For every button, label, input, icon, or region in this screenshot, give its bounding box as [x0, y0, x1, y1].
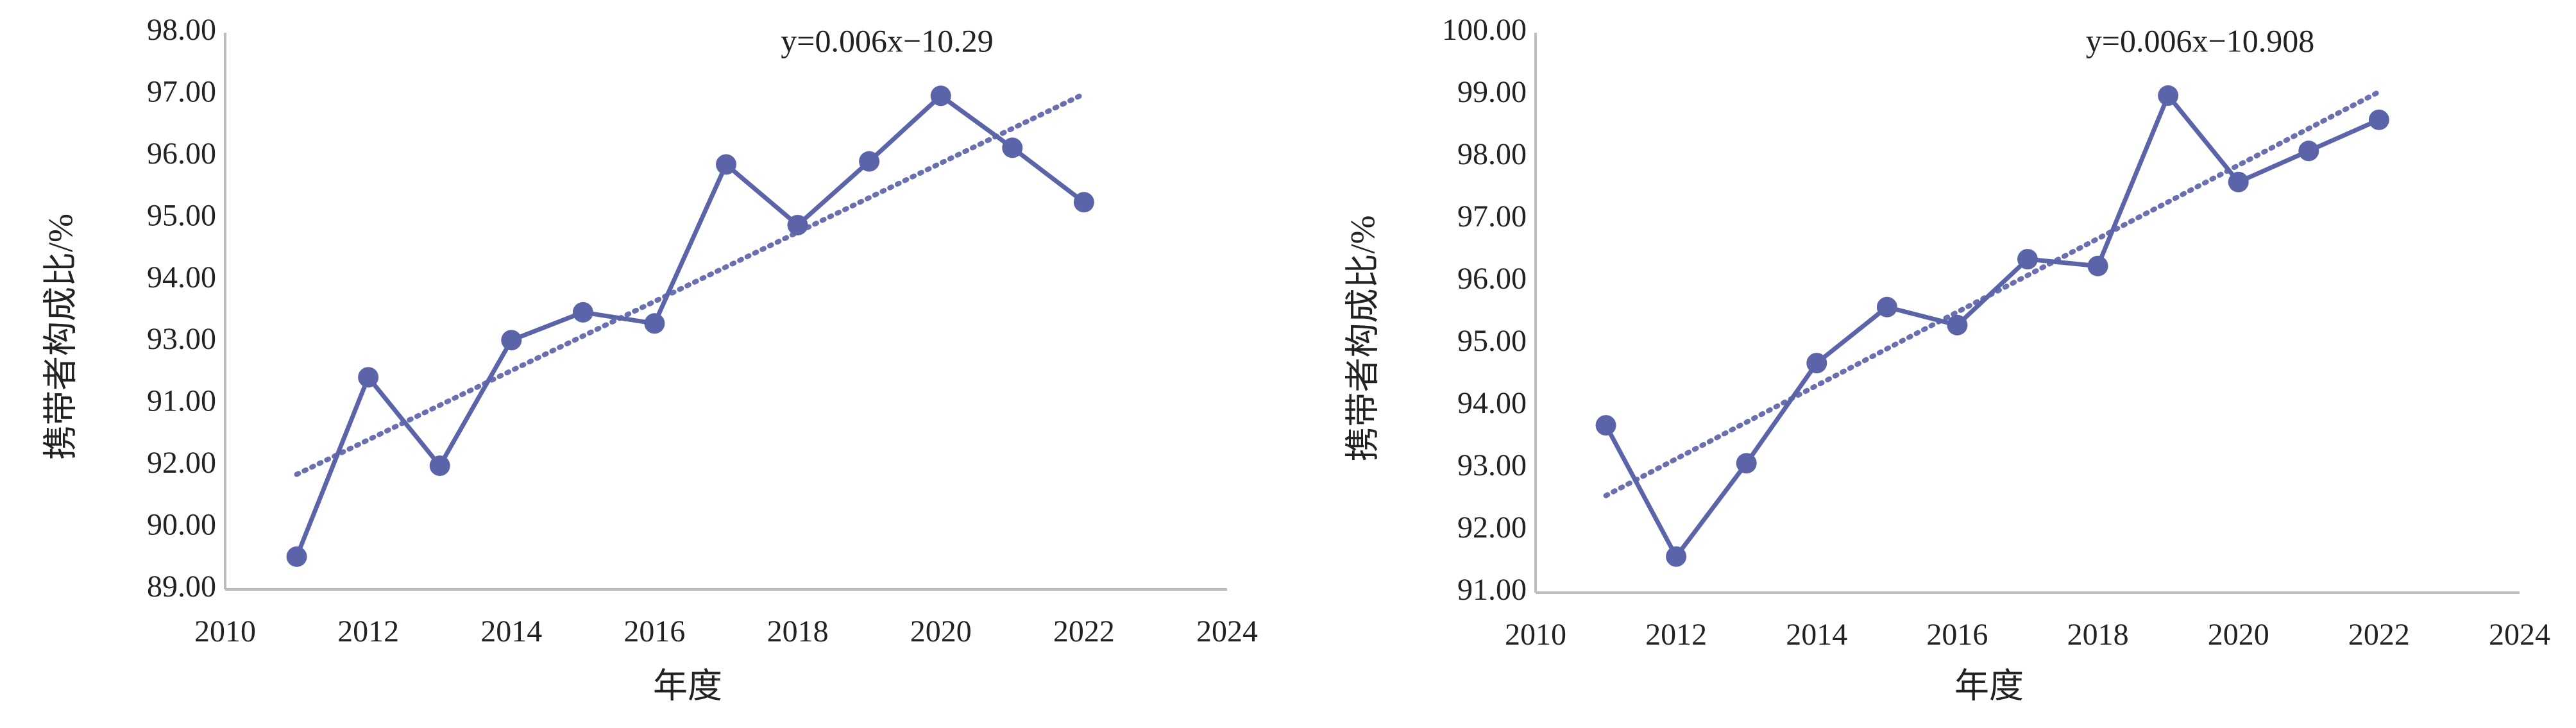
- x-tick-label: 2014: [480, 614, 542, 648]
- y-tick-label: 92.00: [1457, 511, 1527, 545]
- x-tick-label: 2022: [1053, 614, 1115, 648]
- y-tick-label: 95.00: [147, 198, 216, 232]
- data-point: [358, 367, 379, 388]
- x-tick-label: 2012: [337, 614, 399, 648]
- trendline: [294, 91, 1087, 477]
- y-tick-label: 94.00: [1457, 386, 1527, 420]
- y-tick-label: 98.00: [147, 13, 216, 47]
- data-point: [1002, 137, 1023, 158]
- data-point: [1666, 546, 1687, 567]
- data-point: [501, 330, 522, 351]
- series-line: [1604, 93, 2380, 559]
- data-point: [429, 455, 450, 477]
- data-point: [1876, 296, 1897, 317]
- y-tick-label: 95.00: [1457, 324, 1527, 358]
- y-tick-label: 93.00: [1457, 448, 1527, 482]
- data-point: [1595, 415, 1616, 436]
- x-tick-label: 2010: [1505, 618, 1566, 652]
- annotation: y=0.006x−10.29: [781, 22, 993, 58]
- data-point: [787, 214, 808, 235]
- x-tick-label: 2012: [1645, 618, 1707, 652]
- data-point: [930, 85, 951, 106]
- y-tick-label: 94.00: [147, 260, 216, 294]
- data-point: [859, 151, 880, 172]
- y-tick-label: 100.00: [1442, 13, 1527, 47]
- y-axis-title: 携带者构成比/%: [1343, 216, 1382, 462]
- x-tick-label: 2010: [194, 614, 256, 648]
- data-point: [2228, 171, 2249, 192]
- y-tick-label: 97.00: [147, 74, 216, 108]
- data-point: [2087, 255, 2108, 276]
- data-point: [644, 313, 665, 334]
- y-tick-label: 96.00: [147, 137, 216, 171]
- annotation: y=0.006x−10.908: [2086, 22, 2314, 58]
- x-tick-label: 2022: [2348, 618, 2410, 652]
- y-tick-label: 93.00: [147, 322, 216, 356]
- y-tick-label: 98.00: [1457, 137, 1527, 171]
- y-tick-label: 97.00: [1457, 199, 1527, 233]
- data-point: [2017, 249, 2038, 270]
- y-tick-label: 89.00: [147, 570, 216, 604]
- series-line: [294, 93, 1085, 558]
- data-point: [2158, 85, 2179, 106]
- x-axis-title: 年度: [1954, 666, 2024, 705]
- x-tick-label: 2016: [1926, 618, 1988, 652]
- data-point: [2368, 109, 2389, 130]
- x-tick-label: 2020: [2208, 618, 2269, 652]
- x-axis-title: 年度: [653, 666, 722, 705]
- data-point: [2298, 140, 2319, 162]
- x-tick-label: 2020: [910, 614, 972, 648]
- y-tick-label: 96.00: [1457, 262, 1527, 296]
- x-tick-label: 2016: [623, 614, 685, 648]
- x-tick-label: 2018: [2067, 618, 2129, 652]
- y-axis-title: 携带者构成比/%: [41, 214, 80, 460]
- y-tick-label: 92.00: [147, 446, 216, 480]
- x-tick-label: 2024: [1196, 614, 1258, 648]
- y-tick-label: 90.00: [147, 508, 216, 542]
- x-tick-label: 2024: [2489, 618, 2550, 652]
- y-tick-label: 99.00: [1457, 75, 1527, 109]
- data-point: [572, 301, 593, 323]
- x-tick-label: 2014: [1786, 618, 1847, 652]
- x-tick-label: 2018: [767, 614, 829, 648]
- data-point: [286, 546, 307, 567]
- data-point: [1073, 192, 1094, 213]
- y-tick-label: 91.00: [147, 384, 216, 418]
- data-point: [1806, 353, 1827, 374]
- data-point: [1947, 314, 1968, 335]
- data-point: [716, 154, 736, 175]
- y-tick-label: 91.00: [1457, 573, 1527, 607]
- data-point: [1736, 453, 1757, 474]
